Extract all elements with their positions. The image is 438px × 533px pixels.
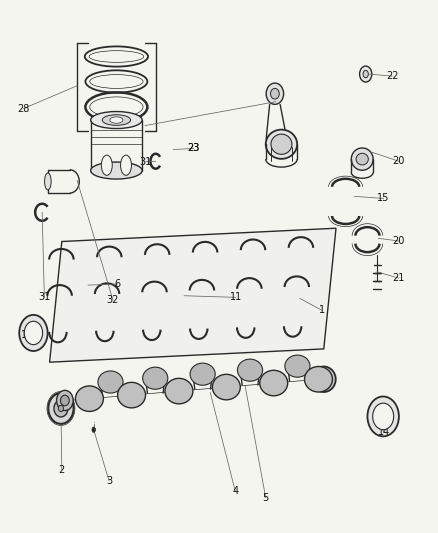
Ellipse shape	[237, 359, 263, 381]
Text: 1: 1	[318, 305, 325, 315]
Ellipse shape	[312, 367, 336, 392]
Ellipse shape	[165, 378, 193, 404]
Text: 13: 13	[21, 329, 33, 340]
Ellipse shape	[360, 66, 372, 82]
Text: 31: 31	[140, 157, 152, 167]
Ellipse shape	[367, 397, 399, 437]
Ellipse shape	[285, 355, 310, 377]
Text: 4: 4	[232, 486, 238, 496]
Ellipse shape	[271, 88, 279, 99]
Ellipse shape	[110, 117, 123, 123]
Ellipse shape	[356, 154, 368, 165]
Ellipse shape	[91, 111, 142, 128]
Ellipse shape	[363, 70, 368, 78]
Text: 31: 31	[38, 292, 50, 302]
Ellipse shape	[60, 395, 69, 406]
Text: 11: 11	[230, 292, 242, 302]
Ellipse shape	[260, 370, 288, 396]
Ellipse shape	[102, 115, 131, 125]
Text: 2: 2	[59, 465, 65, 474]
Ellipse shape	[120, 155, 131, 175]
Polygon shape	[49, 228, 336, 362]
Ellipse shape	[117, 382, 145, 408]
Ellipse shape	[190, 363, 215, 385]
Text: 20: 20	[393, 236, 405, 246]
Ellipse shape	[54, 400, 68, 417]
Ellipse shape	[143, 367, 168, 389]
Ellipse shape	[92, 427, 95, 432]
Ellipse shape	[45, 173, 51, 190]
Text: 14: 14	[378, 427, 390, 438]
Ellipse shape	[19, 315, 48, 351]
Ellipse shape	[212, 374, 240, 400]
Ellipse shape	[101, 155, 112, 175]
Ellipse shape	[304, 367, 332, 392]
Text: 6: 6	[115, 279, 121, 289]
Ellipse shape	[91, 162, 142, 179]
Text: 21: 21	[393, 273, 405, 283]
Ellipse shape	[315, 371, 332, 388]
Ellipse shape	[98, 371, 123, 393]
Text: 23: 23	[187, 143, 200, 154]
Text: 32: 32	[107, 295, 119, 305]
Ellipse shape	[75, 386, 103, 411]
Ellipse shape	[373, 403, 394, 430]
Text: 15: 15	[378, 193, 390, 204]
Text: 23: 23	[187, 143, 200, 154]
Text: 20: 20	[393, 156, 405, 166]
Ellipse shape	[351, 148, 373, 170]
Ellipse shape	[24, 321, 42, 345]
Ellipse shape	[48, 393, 74, 424]
Ellipse shape	[266, 130, 297, 159]
Ellipse shape	[271, 134, 292, 155]
Ellipse shape	[58, 405, 64, 411]
Ellipse shape	[266, 83, 284, 104]
Text: 3: 3	[106, 476, 112, 486]
Text: 5: 5	[263, 492, 269, 503]
Text: 28: 28	[17, 103, 30, 114]
Ellipse shape	[57, 390, 73, 410]
Text: 22: 22	[386, 71, 399, 81]
